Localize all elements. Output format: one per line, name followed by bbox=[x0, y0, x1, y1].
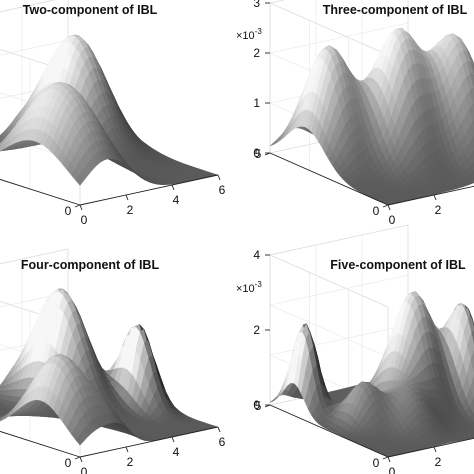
x-tick-label: 2 bbox=[435, 203, 442, 217]
x-tick-mark bbox=[217, 174, 221, 181]
x-tick-label: 0 bbox=[81, 465, 88, 474]
y-axis-line bbox=[0, 430, 81, 458]
surface-four-component bbox=[0, 288, 219, 446]
z-tick-label: 2 bbox=[253, 46, 260, 60]
title-five-component: Five-component of IBL bbox=[330, 258, 466, 272]
x-tick-label: 2 bbox=[127, 203, 134, 217]
x-axis-line bbox=[79, 426, 219, 458]
y-tick-label: 0 bbox=[65, 204, 72, 218]
x-tick-label: 2 bbox=[435, 455, 442, 469]
title-four-component: Four-component of IBL bbox=[21, 258, 160, 272]
ticks-four-component: 0 2 4 6 0 bbox=[0, 426, 226, 474]
gridline bbox=[269, 274, 409, 306]
x-tick-label: 6 bbox=[219, 183, 226, 197]
surface-patch bbox=[471, 58, 474, 66]
y-tick-label: 0 bbox=[373, 204, 380, 218]
surface-five-component bbox=[269, 291, 474, 458]
gridline bbox=[269, 324, 409, 356]
surface-two-component bbox=[0, 34, 219, 186]
x-tick-mark bbox=[79, 204, 83, 211]
z-tick-label: 3 bbox=[253, 0, 260, 10]
surface-patch bbox=[471, 150, 474, 160]
surface-three-component bbox=[269, 27, 474, 206]
gridline bbox=[0, 40, 69, 56]
x-tick-mark bbox=[433, 194, 437, 201]
x-tick-label: 0 bbox=[389, 213, 396, 227]
title-two-component: Two-component of IBL bbox=[23, 3, 158, 17]
surface-patch bbox=[470, 161, 474, 171]
x-axis-line bbox=[387, 185, 474, 206]
y-tick-label: 0 bbox=[373, 456, 380, 470]
panel-two-component: Two-component of IBL 0 2 4 6 0 bbox=[0, 0, 226, 227]
gridline bbox=[269, 22, 409, 54]
x-tick-label: 6 bbox=[219, 435, 226, 449]
ticks-two-component: 0 2 4 6 0 bbox=[0, 174, 226, 227]
panel-four-component: Four-component of IBL 0 2 4 6 0 bbox=[0, 248, 226, 474]
x-tick-mark bbox=[433, 446, 437, 453]
x-tick-label: 4 bbox=[173, 193, 180, 207]
x-tick-mark bbox=[79, 456, 83, 463]
gridline bbox=[269, 304, 389, 358]
x-tick-mark bbox=[387, 456, 391, 463]
z-tick-label: 0 bbox=[253, 146, 260, 160]
gridline bbox=[0, 292, 69, 308]
z-tick-label: 4 bbox=[253, 248, 260, 262]
y-tick-mark bbox=[74, 456, 81, 460]
y-tick-label: 5 bbox=[255, 147, 262, 161]
x-tick-mark bbox=[171, 184, 175, 191]
x-tick-mark bbox=[125, 446, 129, 453]
x-tick-label: 4 bbox=[173, 445, 180, 459]
y-axis-line bbox=[0, 178, 81, 206]
y-tick-mark bbox=[382, 204, 389, 208]
z-tick-label: 0 bbox=[253, 398, 260, 412]
exponent-label-three-component: ×10-3 bbox=[236, 27, 262, 42]
x-tick-mark bbox=[387, 204, 391, 211]
surface-patch bbox=[470, 170, 474, 178]
surface-patch bbox=[470, 62, 474, 74]
y-axis-line bbox=[269, 152, 389, 206]
x-tick-mark bbox=[125, 194, 129, 201]
surface-patch bbox=[470, 73, 474, 88]
z-tick-label: 1 bbox=[253, 96, 260, 110]
z-tick-label: 2 bbox=[253, 323, 260, 337]
y-tick-mark bbox=[74, 204, 81, 208]
x-tick-label: 2 bbox=[127, 455, 134, 469]
y-tick-mark bbox=[382, 456, 389, 460]
title-three-component: Three-component of IBL bbox=[323, 3, 468, 17]
x-tick-mark bbox=[171, 436, 175, 443]
y-tick-label: 0 bbox=[65, 456, 72, 470]
x-tick-mark bbox=[217, 426, 221, 433]
x-axis-line bbox=[79, 174, 219, 206]
exponent-label-five-component: ×10-3 bbox=[236, 280, 262, 295]
x-tick-label: 0 bbox=[81, 213, 88, 227]
x-tick-label: 0 bbox=[389, 465, 396, 474]
